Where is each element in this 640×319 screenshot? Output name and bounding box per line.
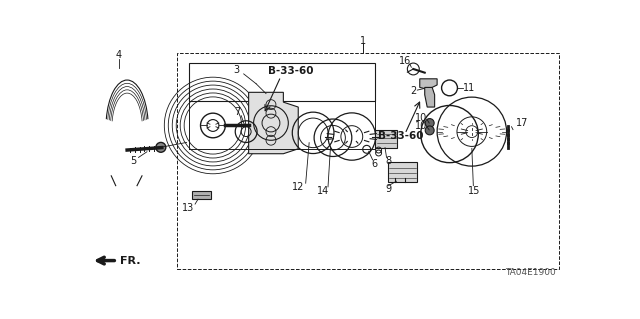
Text: FR.: FR. [120,256,140,266]
Text: 6: 6 [371,159,377,168]
Text: TA04E1900: TA04E1900 [506,268,556,277]
Text: 7: 7 [235,107,241,117]
Text: 2: 2 [410,86,417,96]
Text: 5: 5 [131,156,137,166]
Circle shape [425,126,434,135]
Text: B-33-60: B-33-60 [378,131,424,141]
Text: 10: 10 [415,113,428,123]
Text: 12: 12 [292,182,305,192]
Text: 9: 9 [385,184,392,194]
Text: B-33-60: B-33-60 [268,66,314,77]
Polygon shape [388,162,417,182]
Text: 1: 1 [360,36,366,46]
Text: 10: 10 [415,121,428,131]
Text: 13: 13 [182,203,195,213]
Text: 15: 15 [468,186,481,196]
Text: 4: 4 [116,50,122,61]
Polygon shape [420,79,437,89]
Polygon shape [375,130,397,148]
Bar [177,53,559,269]
Circle shape [156,142,166,152]
Polygon shape [191,190,211,199]
Polygon shape [425,87,435,107]
Text: 3: 3 [233,65,239,75]
Text: 8: 8 [385,156,392,166]
Text: 11: 11 [463,83,476,93]
Polygon shape [249,92,298,154]
Circle shape [425,119,434,128]
Text: 17: 17 [515,118,528,128]
Text: 14: 14 [317,186,329,196]
Text: 16: 16 [399,56,411,66]
